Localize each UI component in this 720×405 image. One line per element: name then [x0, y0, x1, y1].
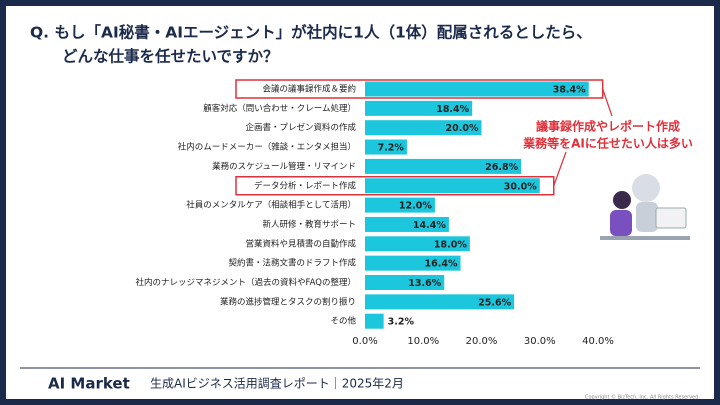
value-label: 26.8%: [485, 162, 518, 173]
x-tick-label: 20.0%: [466, 336, 498, 347]
value-label: 13.6%: [408, 278, 441, 289]
bar: [365, 197, 435, 213]
copyright: Copyright © BizTech, Inc. All Rights Res…: [585, 394, 700, 401]
category-label: 営業資料や見積書の自動作成: [245, 238, 356, 249]
x-tick-label: 0.0%: [352, 336, 377, 347]
category-label: 社内のムードメーカー（雑談・エンタメ担当）: [178, 142, 356, 153]
category-label: 社員のメンタルケア（相談相手として活用）: [186, 200, 356, 211]
bar: [365, 100, 473, 116]
bar: [365, 294, 515, 310]
value-label: 7.2%: [378, 143, 405, 154]
category-label: 業務のスケジュール管理・リマインド: [212, 161, 356, 172]
category-label: 新人研修・教育サポート: [262, 219, 356, 230]
category-label: 企画書・プレゼン資料の作成: [245, 122, 356, 133]
value-label: 3.2%: [388, 317, 415, 328]
bar: [365, 313, 384, 329]
value-label: 38.4%: [553, 85, 586, 96]
value-label: 12.0%: [399, 201, 432, 212]
report-name: 生成AIビジネス活用調査レポート｜2025年2月: [150, 377, 404, 391]
illustration: [600, 174, 690, 240]
x-tick-label: 40.0%: [582, 336, 614, 347]
category-label: 契約書・法務文書のドラフト作成: [228, 258, 356, 269]
value-label: 14.4%: [413, 220, 446, 231]
annotation: 業務等をAIに任せたい人は多い: [522, 136, 693, 151]
bar: [365, 158, 522, 174]
category-label: 社内のナレッジマネジメント（過去の資料やFAQの整理）: [136, 277, 356, 288]
callout-line: [602, 88, 613, 117]
bar: [365, 255, 461, 271]
bar: [365, 236, 470, 252]
value-label: 16.4%: [425, 259, 458, 270]
bar: [365, 178, 540, 194]
chart-title: Q. もし「AI秘書・AIエージェント」が社内に1人（1体）配属されるとしたら、: [30, 23, 592, 42]
category-label: その他: [330, 316, 356, 327]
callout-line: [553, 151, 567, 186]
brand: AI Market: [48, 375, 130, 393]
x-tick-label: 10.0%: [407, 336, 439, 347]
bar: [365, 120, 482, 136]
value-label: 25.6%: [478, 297, 511, 308]
chart-title: どんな仕事を任せたいですか？: [62, 47, 279, 66]
panel: [6, 6, 714, 399]
category-label: データ分析・レポート作成: [254, 180, 357, 191]
annotation: 議事録作成やレポート作成: [536, 119, 680, 134]
bar: [365, 216, 449, 232]
bar: [365, 139, 407, 155]
x-tick-label: 30.0%: [524, 336, 556, 347]
value-label: 30.0%: [504, 181, 537, 192]
bar: [365, 81, 589, 97]
value-label: 18.4%: [436, 104, 469, 115]
category-label: 業務の進捗管理とタスクの割り振り: [220, 296, 356, 307]
value-label: 18.0%: [434, 239, 467, 250]
bar: [365, 275, 445, 290]
category-label: 顧客対応（問い合わせ・クレーム処理）: [203, 103, 356, 114]
category-label: 会議の議事録作成＆要約: [262, 84, 356, 95]
value-label: 20.0%: [446, 123, 479, 134]
